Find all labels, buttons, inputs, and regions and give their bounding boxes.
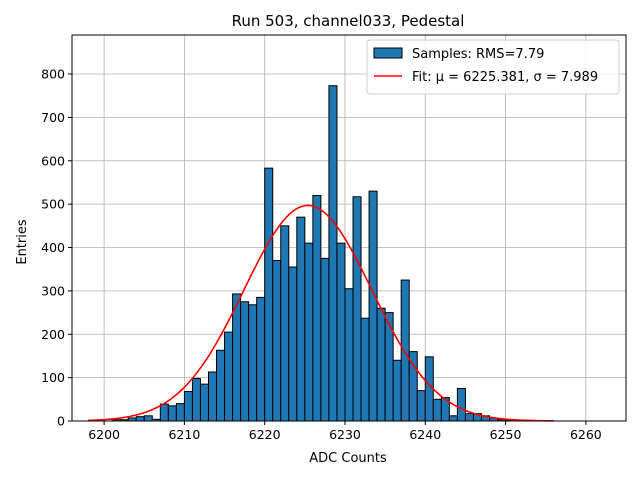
histogram-bar (216, 349, 226, 422)
histogram-bar (280, 225, 290, 422)
x-tick-label: 6200 (88, 427, 120, 442)
histogram-bar (167, 405, 177, 422)
legend: Samples: RMS=7.79 Fit: μ = 6225.381, σ =… (366, 39, 620, 95)
histogram-bar (344, 288, 354, 422)
x-tick-label: 6250 (490, 427, 522, 442)
histogram-bar (175, 403, 185, 422)
x-tick-label: 6260 (570, 427, 602, 442)
histogram-bar (272, 260, 282, 422)
y-axis-ticks: 0 100 200 300 400 500 600 700 800 (41, 67, 72, 429)
y-axis-title: Entries (15, 219, 30, 265)
y-tick-label: 100 (41, 370, 65, 385)
histogram-bar (207, 371, 218, 422)
legend-bar-swatch (373, 47, 403, 59)
x-axis-ticks: 6200 6210 6220 6230 6240 6250 6260 (88, 421, 602, 442)
x-axis-title: ADC Counts (309, 451, 387, 466)
histogram-bar (400, 279, 410, 422)
histogram-bar (264, 167, 274, 422)
histogram-bar (328, 85, 338, 422)
histogram-bar (224, 331, 234, 422)
y-tick-label: 500 (41, 197, 65, 212)
y-tick-label: 700 (41, 110, 65, 125)
gaussian-fit-curve (88, 204, 554, 422)
legend-box (366, 39, 620, 95)
histogram-bar (296, 216, 306, 422)
histogram-bar (392, 359, 402, 422)
y-tick-label: 0 (57, 414, 65, 429)
y-tick-label: 600 (41, 153, 65, 168)
histogram-bar (248, 304, 258, 422)
histogram-bar (352, 196, 362, 422)
histogram-bar (256, 296, 266, 422)
grid (72, 35, 626, 422)
x-tick-label: 6240 (409, 427, 441, 442)
histogram-bar (240, 301, 250, 422)
y-tick-label: 200 (41, 327, 65, 342)
histogram-bar (304, 242, 314, 422)
chart-title: Run 503, channel033, Pedestal (232, 12, 465, 30)
histogram-bar (464, 413, 474, 422)
histogram-bar (320, 257, 330, 422)
histogram-bar (312, 194, 322, 422)
histogram-bar (232, 293, 242, 422)
y-tick-label: 800 (41, 67, 65, 82)
histogram-bar (143, 415, 153, 422)
x-tick-label: 6230 (329, 427, 361, 442)
histogram-bar (183, 391, 193, 422)
legend-label-samples: Samples: RMS=7.79 (412, 47, 544, 62)
y-tick-label: 400 (41, 240, 65, 255)
histogram-bar (432, 398, 442, 422)
histogram-bar (416, 390, 426, 422)
histogram-bar (135, 416, 145, 422)
histogram-bar (199, 383, 209, 422)
legend-label-fit: Fit: μ = 6225.381, σ = 7.989 (412, 70, 598, 85)
histogram-bar (288, 266, 298, 422)
histogram-bar (191, 377, 201, 422)
histogram-bar (448, 415, 458, 422)
histogram-bar (456, 387, 466, 422)
histogram-bar (360, 317, 370, 422)
histogram-bar (368, 190, 378, 422)
fit-curve-layer (88, 204, 554, 422)
histogram-bars (111, 85, 515, 422)
histogram-bar (336, 242, 346, 422)
x-tick-label: 6220 (249, 427, 281, 442)
x-tick-label: 6210 (168, 427, 200, 442)
histogram-bar (376, 307, 386, 422)
histogram-bar (159, 403, 169, 422)
plot-frame (71, 34, 627, 422)
y-tick-label: 300 (41, 283, 65, 298)
